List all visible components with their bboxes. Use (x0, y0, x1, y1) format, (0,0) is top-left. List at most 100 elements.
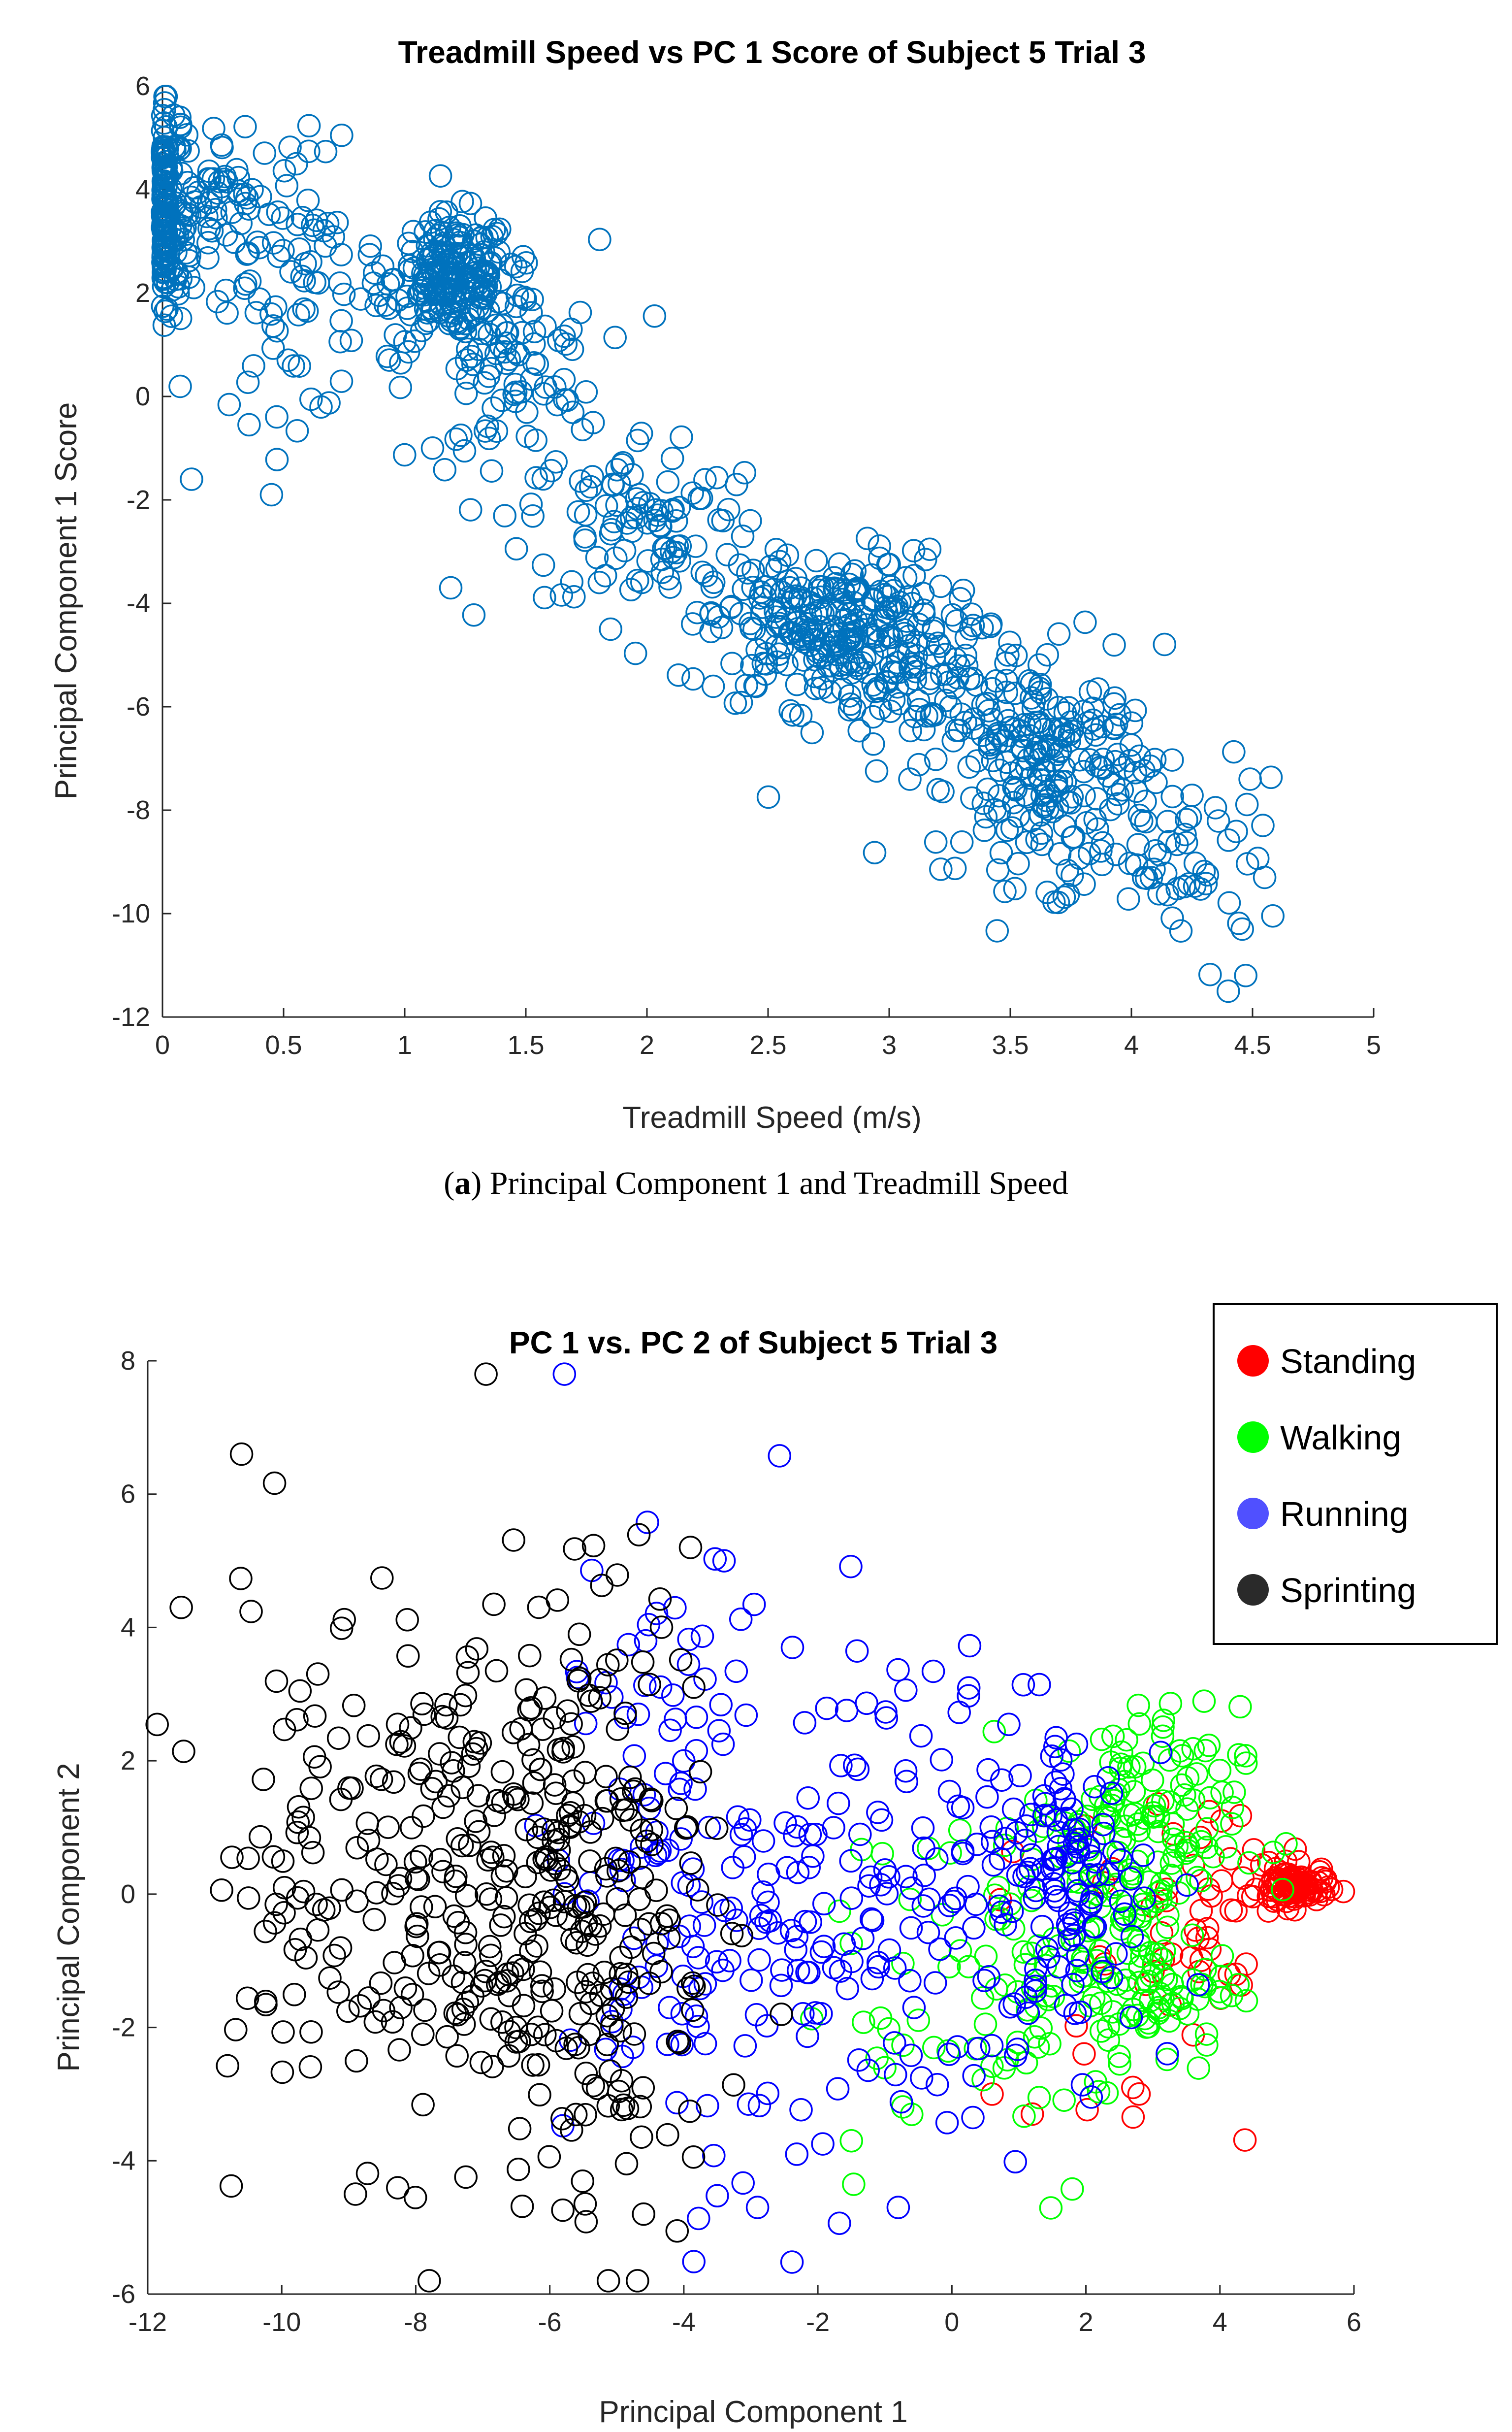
chart-b-data-point (1283, 1898, 1307, 1922)
chart-b-data-point (1219, 1847, 1242, 1871)
chart-a-data-point (1222, 740, 1246, 764)
chart-b-data-point (732, 1845, 756, 1869)
chart-a-data-point (265, 319, 289, 343)
chart-b-data-point (859, 1907, 883, 1931)
chart-a-data-point (473, 371, 496, 395)
chart-b-data-point (437, 1784, 461, 1808)
chart-a-data-point (733, 461, 757, 485)
chart-b-data-point (526, 1850, 550, 1874)
chart-a-data-point (741, 559, 765, 582)
chart-a-data-point (699, 601, 723, 625)
chart-a-data-point (233, 182, 257, 206)
chart-a-data-point (314, 139, 338, 164)
chart-b-data-point (1096, 2015, 1120, 2038)
chart-b-data-point (345, 1836, 369, 1860)
chart-b-data-point (1119, 2005, 1143, 2030)
chart-a-data-point (916, 632, 940, 657)
chart-b-data-point (828, 2211, 851, 2235)
chart-b-data-point (606, 1717, 630, 1741)
chart-b-data-point (705, 1816, 729, 1840)
chart-b-data-point (595, 1864, 619, 1888)
chart-b-data-point (1046, 1888, 1070, 1912)
chart-a-data-point (206, 290, 229, 314)
chart-b-y-tick-label: -4 (112, 2146, 135, 2175)
chart-a-data-point (643, 304, 667, 328)
chart-a-data-point (469, 297, 492, 321)
chart-b-data-point (1169, 1985, 1193, 2008)
chart-b-data-point (731, 2171, 755, 2195)
chart-a-data-point (176, 139, 200, 163)
chart-b-data-point (980, 2082, 1004, 2106)
chart-a-data-point (983, 798, 1007, 822)
chart-b-data-point (435, 2025, 459, 2049)
chart-a-data-point (926, 631, 950, 655)
chart-a-data-point (989, 841, 1013, 865)
chart-a-data-point (605, 458, 629, 482)
chart-a-data-point (898, 767, 922, 791)
chart-b-data-point (1057, 1739, 1081, 1763)
chart-b-data-point (385, 1732, 409, 1756)
chart-b-data-point (611, 2093, 636, 2117)
chart-b-data-point (958, 1634, 982, 1658)
chart-b-data-point (606, 1563, 629, 1587)
chart-a-data-point (1083, 808, 1107, 831)
chart-a-data-point (491, 292, 515, 316)
chart-a-data-point (449, 315, 473, 339)
chart-a-data-point (753, 584, 777, 608)
chart-a-data-point (493, 504, 516, 527)
chart-a-data-point (818, 680, 842, 704)
chart-b-data-point (562, 1769, 585, 1793)
chart-b-data-point (490, 1760, 515, 1784)
chart-b-data-point (1227, 1743, 1251, 1767)
chart-b-data-point (1089, 2019, 1113, 2043)
chart-b-data-point (666, 2030, 689, 2053)
chart-a-data-point (196, 191, 221, 215)
chart-b-data-point (636, 1511, 659, 1534)
chart-b-data-point (563, 1537, 586, 1561)
chart-b-data-point (580, 1558, 604, 1582)
chart-a-data-point (681, 612, 705, 636)
chart-b-data-point (285, 1821, 309, 1844)
chart-a-data-point (182, 276, 206, 299)
chart-a-data-point (236, 241, 260, 265)
chart-b-data-point (1023, 2025, 1047, 2049)
chart-b-data-point (559, 1647, 583, 1672)
chart-b-data-point (640, 1789, 664, 1812)
chart-b-data-point (665, 2219, 689, 2243)
chart-b-data-point (718, 1949, 741, 1972)
chart-b-data-point (481, 1845, 505, 1869)
chart-b-data-point (1130, 1944, 1154, 1968)
chart-a-data-point (482, 396, 505, 420)
chart-b-data-point (1108, 2052, 1131, 2076)
chart-b-data-point (848, 1822, 872, 1846)
chart-a-data-point (449, 424, 473, 447)
chart-a-data-point (792, 648, 815, 672)
chart-a-data-point (504, 295, 528, 319)
chart-a-data-point (954, 626, 978, 650)
chart-b-data-point (1049, 1777, 1073, 1801)
chart-a-data-point (629, 422, 653, 445)
chart-b-data-point (925, 1847, 949, 1871)
chart-b-x-tick-label: -8 (404, 2307, 427, 2337)
chart-a-data-point (1120, 711, 1144, 735)
chart-a-data-point (1217, 891, 1241, 915)
legend-marker-walking (1237, 1421, 1269, 1453)
chart-a-data-point (196, 167, 220, 191)
chart-b-data-point (1095, 2081, 1119, 2105)
chart-a-data-point (477, 364, 501, 388)
chart-b-data-point (473, 1969, 497, 1993)
chart-b-data-point (306, 1662, 330, 1686)
chart-b-data-point (594, 1765, 618, 1788)
chart-b-data-point (270, 2060, 294, 2084)
chart-b-data-point (1165, 1835, 1189, 1859)
chart-b-data-point (706, 2184, 729, 2208)
chart-a-data-point (522, 351, 546, 375)
chart-b-data-point (1155, 2047, 1179, 2071)
chart-b-data-point (484, 1659, 509, 1683)
chart-a-data-point (930, 662, 954, 687)
chart-b-data-point (828, 1899, 851, 1923)
chart-b-data-point (574, 1711, 598, 1736)
chart-b-data-point (526, 2053, 550, 2077)
chart-a-data-point (1023, 741, 1047, 764)
chart-b-data-point (1032, 1784, 1056, 1808)
